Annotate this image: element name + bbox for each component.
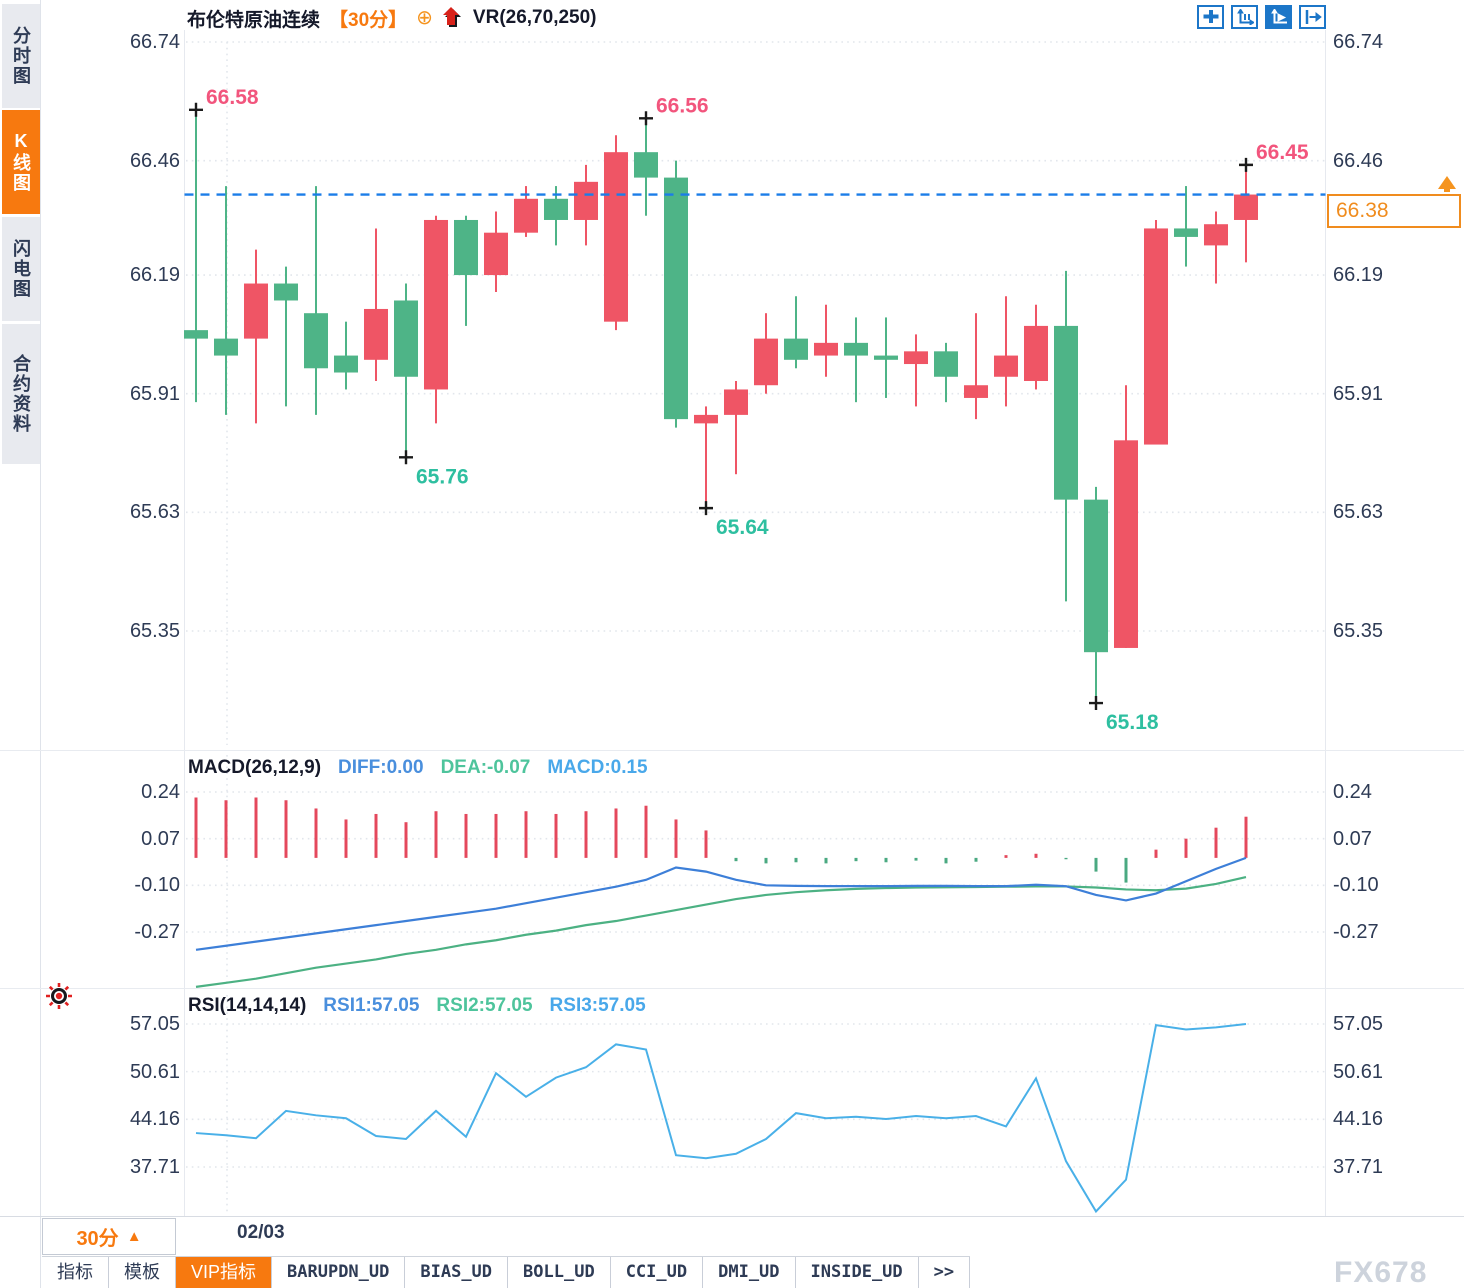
sidebar-tab-闪电图[interactable]: 闪电图 [2,217,40,321]
period-selector-button[interactable]: 30分 ▲ [42,1218,176,1255]
sun-icon[interactable] [44,981,74,1016]
y-axis-label: 65.91 [129,382,180,405]
extreme-marker-plus-icon [189,102,203,117]
move-crosshair-icon[interactable] [1197,5,1224,29]
indicator-tabbar: 指标 模板 VIP指标 BARUPDN_UD BIAS_UD BOLL_UD CCI_UD D… [42,1256,971,1288]
rsi-line [195,1023,1247,1214]
footer-tab->>[interactable]: >> [919,1257,971,1288]
extreme-marker-plus-icon [639,111,653,126]
y-axis-label: -0.10 [1333,874,1379,897]
axis-scale-icon[interactable] [1231,5,1258,29]
macd-value-readout: MACD:0.15 [547,757,648,778]
extreme-price-annotation: 65.64 [716,516,769,539]
footer-tab-模板[interactable]: 模板 [109,1257,176,1288]
y-axis-label: 66.46 [129,149,180,172]
y-axis-label: 66.74 [1333,31,1384,53]
y-axis-label: 37.71 [129,1156,180,1178]
footer-tab-BIAS_UD[interactable]: BIAS_UD [405,1257,509,1288]
y-axis-label: 0.24 [141,781,180,803]
rsi-title: RSI(14,14,14) [188,995,307,1016]
y-axis-label: 0.24 [1333,781,1372,803]
chart-toolbar [1197,5,1326,29]
watermark: FX678 [1334,1256,1428,1288]
y-axis-label: 50.61 [129,1060,180,1083]
sidebar-tab-K线图[interactable]: K线图 [2,110,40,214]
y-axis-label: 57.05 [129,1013,180,1035]
panel-divider [0,750,1464,751]
diff-line [195,856,1247,951]
period-selector-label: 30分 [76,1228,119,1250]
macd-header: MACD(26,12,9) DIFF:0.00 DEA:-0.07 MACD:0… [188,757,648,779]
footer-tab-DMI_UD[interactable]: DMI_UD [703,1257,796,1288]
extreme-marker-plus-icon [699,501,713,516]
y-axis-label: 66.46 [1333,149,1384,172]
macd-diff-readout: DIFF:0.00 [338,757,424,778]
y-axis-label: 65.63 [1333,501,1384,524]
extreme-marker-plus-icon [1239,157,1253,172]
sidebar-tab-合约资料[interactable]: 合约资料 [2,324,40,464]
extreme-price-annotation: 65.18 [1106,711,1159,734]
footer-tab-CCI_UD[interactable]: CCI_UD [611,1257,704,1288]
rsi2-readout: RSI2:57.05 [436,995,533,1016]
y-axis-label: 44.16 [129,1108,180,1131]
jump-to-latest-icon[interactable] [1299,5,1326,29]
y-axis-label: 66.19 [1333,264,1384,287]
sidebar: 分时图 K线图 闪电图 合约资料 [0,0,41,1288]
y-axis-label: 66.19 [129,264,180,287]
y-axis-label: 0.07 [141,827,180,850]
period-label[interactable]: 【30分】 [329,9,408,31]
y-axis-label: 57.05 [1333,1013,1384,1035]
y-axis-label: 0.07 [1333,827,1372,850]
extreme-marker-plus-icon [399,450,413,465]
y-axis-label: 65.63 [129,501,180,524]
macd-title: MACD(26,12,9) [188,757,322,778]
y-axis-label: 66.74 [129,31,180,53]
footer-tab-指标[interactable]: 指标 [42,1257,109,1288]
candles-series [184,109,1258,704]
y-axis-label: -0.27 [1333,921,1379,943]
chart-header: 布伦特原油连续 【30分】 ⊕ VR(26,70,250) [187,4,597,32]
panel-divider [0,988,1464,989]
rsi-chart[interactable] [0,988,1464,1216]
price-tag-arrow-icon [1438,175,1456,192]
extreme-price-annotation: 66.56 [656,94,709,117]
y-axis-label: 50.61 [1333,1060,1384,1083]
circle-plus-icon[interactable]: ⊕ [416,7,433,29]
extreme-price-annotation: 66.45 [1256,141,1309,164]
triangle-up-icon: ▲ [126,1228,142,1245]
sidebar-tab-分时图[interactable]: 分时图 [2,4,40,108]
extreme-price-annotation: 66.58 [206,86,259,109]
macd-chart[interactable] [0,750,1464,988]
extreme-price-annotation: 65.76 [416,465,469,488]
y-axis-label: 65.91 [1333,382,1384,405]
extreme-marker-plus-icon [1089,696,1103,711]
macd-dea-readout: DEA:-0.07 [440,757,531,778]
footer-tab-VIP指标[interactable]: VIP指标 [176,1257,273,1288]
red-up-arrow-icon [442,6,464,30]
rsi1-readout: RSI1:57.05 [323,995,420,1016]
rsi3-readout: RSI3:57.05 [549,995,646,1016]
footer-tab-INSIDE_UD[interactable]: INSIDE_UD [796,1257,919,1288]
axis-play-icon[interactable] [1265,5,1292,29]
y-axis-label: -0.27 [134,921,180,943]
y-axis-label: -0.10 [134,874,180,897]
footer-divider [0,1216,1464,1217]
y-axis-label: 44.16 [1333,1108,1384,1131]
footer-tab-BARUPDN_UD[interactable]: BARUPDN_UD [272,1257,406,1288]
y-axis-label: 65.35 [129,620,180,642]
vr-indicator-label: VR(26,70,250) [472,7,597,28]
candlestick-chart[interactable]: 66.58 66.56 66.45 65.76 65.64 65.18 [0,30,1464,750]
footer-tab-BOLL_UD[interactable]: BOLL_UD [508,1257,611,1288]
symbol-title: 布伦特原油连续 [187,9,321,31]
y-axis-label: 37.71 [1333,1156,1384,1178]
current-price-tag: 66.38 [1327,193,1461,228]
session-date-label: 02/03 [237,1222,285,1243]
rsi-header: RSI(14,14,14) RSI1:57.05 RSI2:57.05 RSI3… [188,995,646,1017]
y-axis-label: 65.35 [1333,620,1384,642]
